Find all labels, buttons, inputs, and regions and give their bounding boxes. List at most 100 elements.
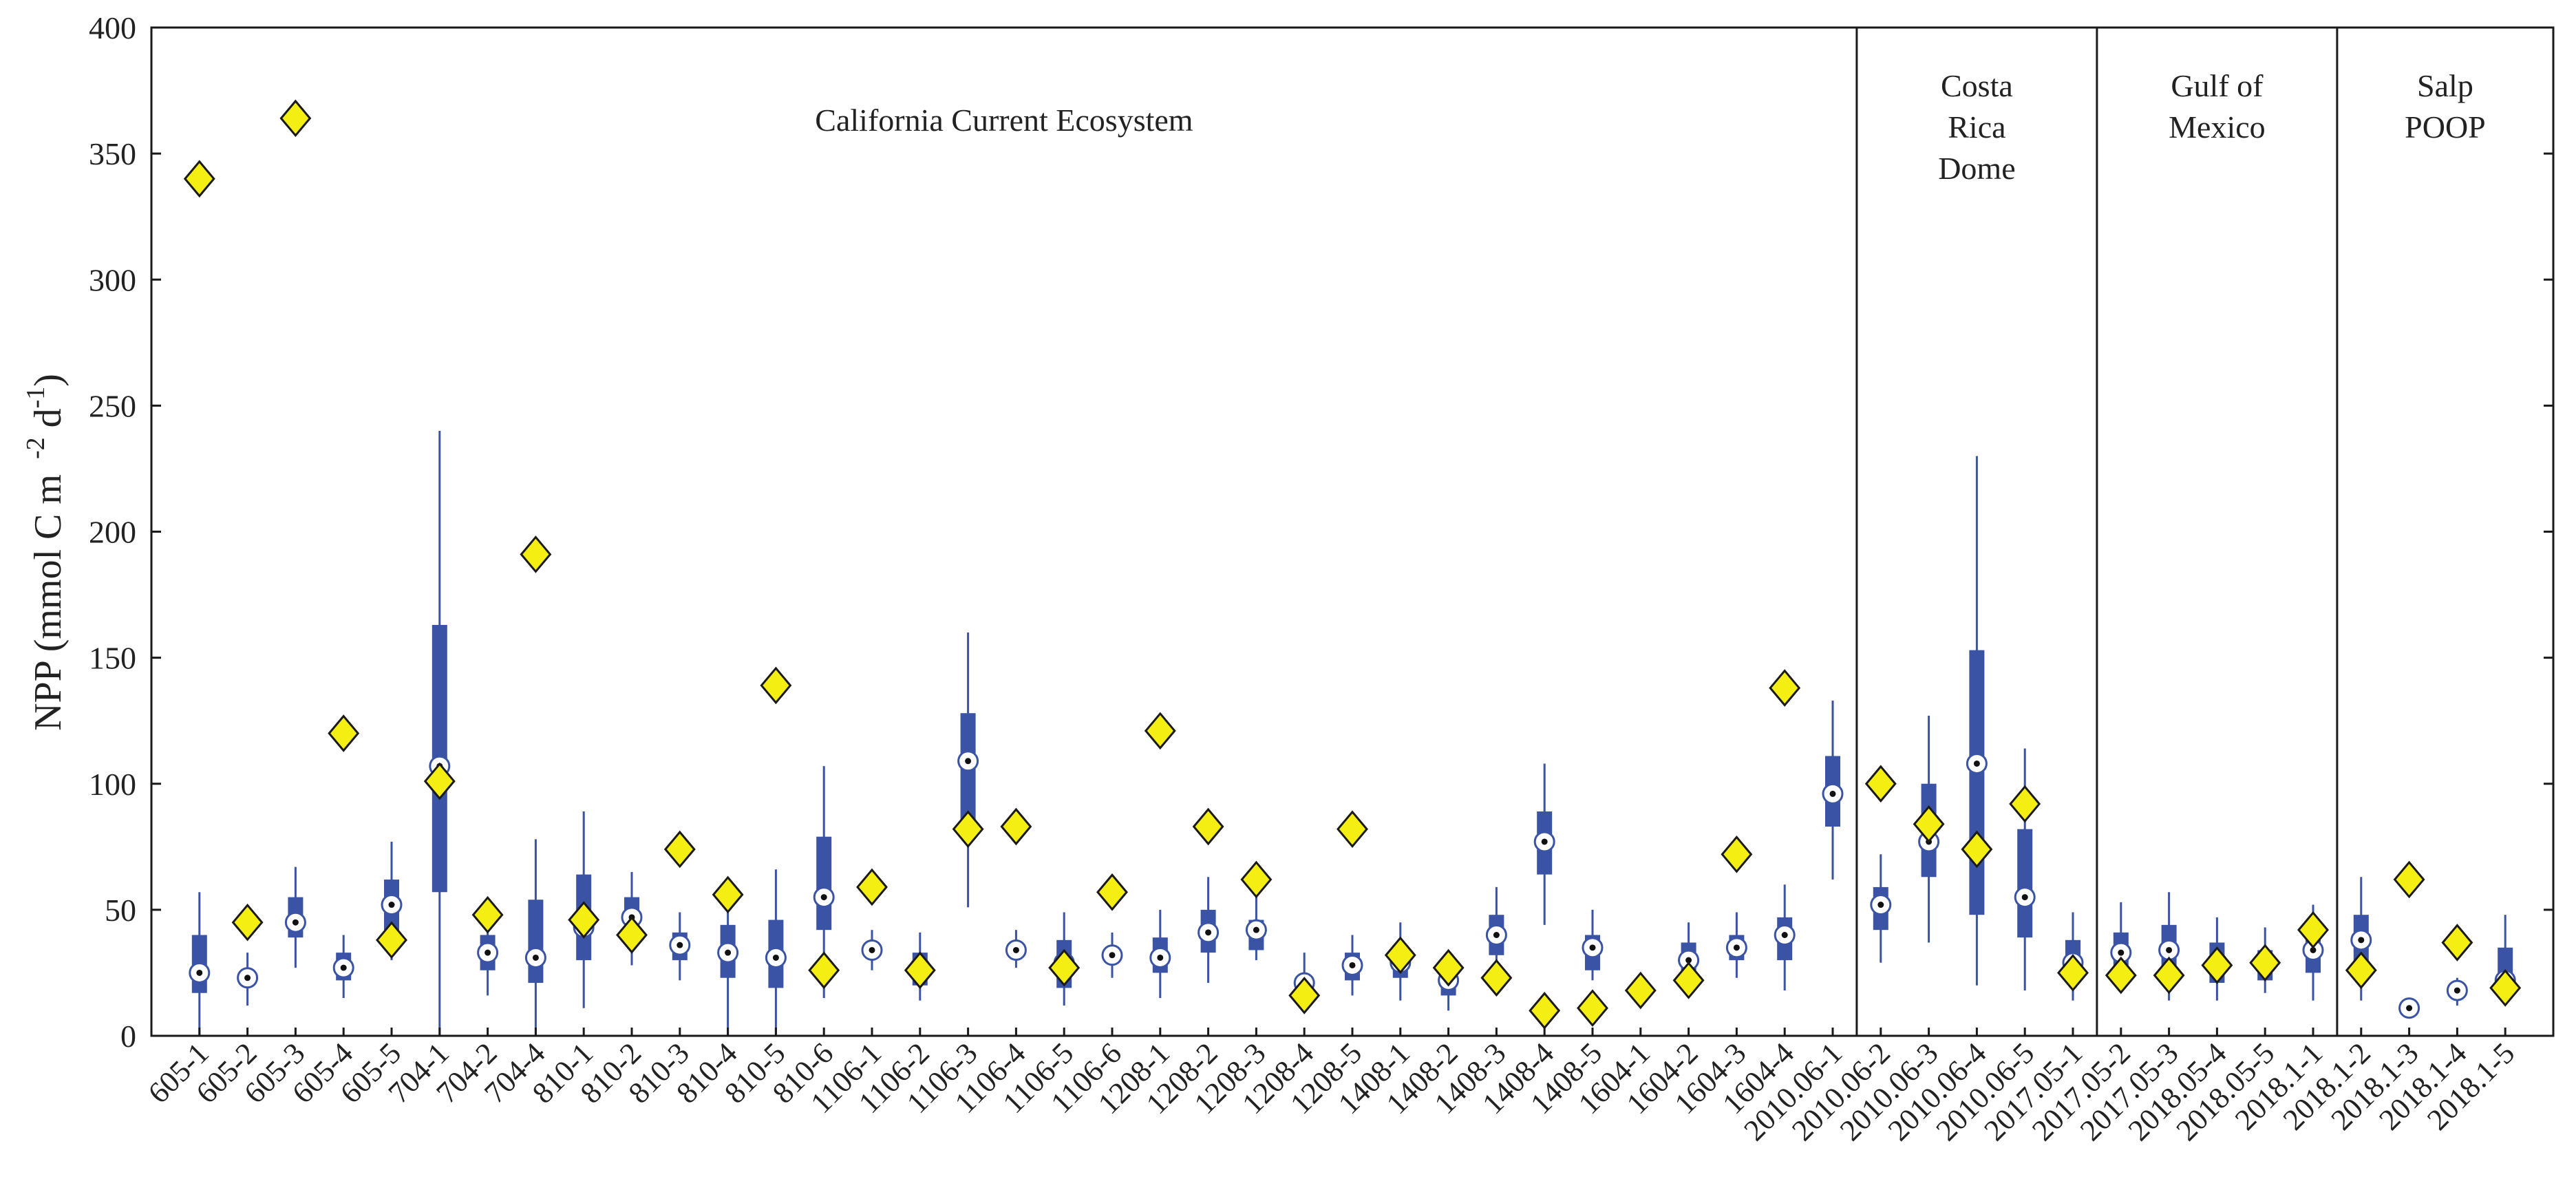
region-dividers: California Current Ecosystem Costa Rica Dom… — [815, 28, 2486, 1036]
median-dot — [2406, 1005, 2413, 1012]
y-axis-title-sup1: -2 — [21, 437, 50, 459]
diamond-marker — [1337, 810, 1368, 849]
median-dot — [1781, 932, 1788, 938]
median-dot — [2453, 987, 2460, 994]
median-dot — [196, 969, 203, 976]
diamond-marker — [1048, 948, 1081, 987]
diamond-marker — [1144, 712, 1176, 750]
median-dot — [1253, 926, 1259, 933]
median-dot — [485, 949, 491, 956]
region-label: Rica — [1948, 109, 2005, 145]
median-dot — [244, 975, 251, 981]
median-dot — [2166, 946, 2173, 953]
y-axis-title-close: ) — [27, 374, 70, 387]
median-dot — [2310, 946, 2317, 953]
diamond-marker — [1240, 860, 1273, 899]
median-dot — [2118, 949, 2125, 956]
diamond-marker — [2105, 956, 2137, 995]
y-axis-title-d: d — [27, 408, 70, 437]
diamond-marker — [279, 99, 312, 138]
iqr-box — [2017, 829, 2033, 938]
diamond-marker — [1913, 805, 1945, 843]
median-dot — [820, 894, 827, 901]
median-dot — [1589, 944, 1596, 951]
y-axis-title-main: NPP (mmol C m — [27, 474, 70, 731]
median-dot — [388, 902, 395, 908]
median-dot — [1493, 932, 1500, 938]
diamond-marker — [568, 901, 600, 939]
median-dot — [1012, 946, 1019, 953]
median-dot — [1973, 760, 1980, 767]
y-axis: 0 50 100 150 200 250 300 350 400 — [89, 10, 2553, 1054]
diamond-marker — [1432, 948, 1465, 987]
diamond-marker — [952, 810, 984, 849]
median-dot — [340, 964, 347, 971]
diamond-marker — [663, 830, 696, 869]
diamond-marker — [231, 903, 264, 942]
diamond-marker — [2441, 924, 2473, 961]
diamond-marker — [616, 916, 648, 954]
diamond-marker — [1577, 989, 1608, 1028]
diamond-marker — [376, 921, 407, 959]
y-tick-label: 250 — [89, 388, 136, 423]
median-dot — [532, 954, 539, 961]
diamond-marker — [1961, 830, 1993, 869]
diamond-marker — [520, 535, 552, 573]
median-dot — [1541, 838, 1548, 845]
median-dot — [677, 942, 683, 948]
median-dot — [772, 954, 779, 961]
y-tick-label: 150 — [89, 641, 136, 676]
y-axis-title-sup2: -1 — [21, 387, 50, 409]
diamond-marker — [1721, 835, 1753, 873]
diamond-marker — [2009, 785, 2041, 823]
y-tick-label: 300 — [89, 262, 136, 297]
plot-marks — [183, 99, 2522, 1036]
y-tick-label: 50 — [105, 893, 136, 928]
y-tick-label: 400 — [89, 10, 136, 45]
diamond-marker — [2489, 969, 2522, 1007]
median-dot — [869, 946, 875, 953]
diamond-marker — [328, 714, 360, 752]
diamond-marker — [1769, 669, 1801, 707]
diamond-marker — [2393, 860, 2425, 899]
y-tick-label: 100 — [89, 767, 136, 802]
diamond-marker — [1384, 936, 1416, 975]
diamond-marker — [2345, 951, 2377, 990]
median-dot — [2021, 894, 2028, 901]
plot-frame — [150, 26, 2555, 1037]
diamond-marker — [183, 160, 215, 198]
median-dot — [1205, 929, 1212, 936]
diamond-marker — [1192, 807, 1224, 846]
median-dot — [1109, 952, 1116, 959]
diamond-marker — [423, 762, 456, 800]
diamond-marker — [471, 895, 504, 934]
median-dot — [1349, 961, 1356, 968]
median-dot — [965, 758, 972, 765]
region-label: Gulf of — [2171, 68, 2264, 103]
region-label: Salp — [2417, 68, 2473, 103]
diamond-marker — [1529, 992, 1561, 1030]
x-axis: 605-1605-2605-3605-4605-5704-1704-2704-4… — [142, 1028, 2521, 1147]
iqr-box — [1969, 650, 1985, 915]
diamond-marker — [1672, 961, 1705, 999]
median-dot — [1877, 902, 1884, 908]
median-dot — [1829, 790, 1836, 797]
diamond-marker — [2297, 911, 2329, 949]
diamond-marker — [904, 951, 936, 990]
iqr-box — [528, 900, 544, 984]
diamond-marker — [760, 666, 792, 705]
diamond-marker — [2057, 954, 2089, 992]
iqr-box — [816, 836, 832, 931]
y-tick-label: 350 — [89, 136, 136, 171]
region-label: Dome — [1938, 151, 2015, 186]
region-label: POOP — [2405, 109, 2486, 145]
median-dot — [1733, 944, 1740, 951]
region-label: California Current Ecosystem — [815, 103, 1193, 138]
median-dot — [1685, 957, 1692, 964]
y-tick-label: 0 — [120, 1019, 136, 1054]
region-label: Costa — [1941, 68, 2013, 103]
diamond-marker — [1288, 977, 1321, 1014]
median-dot — [292, 919, 299, 926]
y-tick-label: 200 — [89, 515, 136, 550]
diamond-marker — [2153, 956, 2185, 995]
